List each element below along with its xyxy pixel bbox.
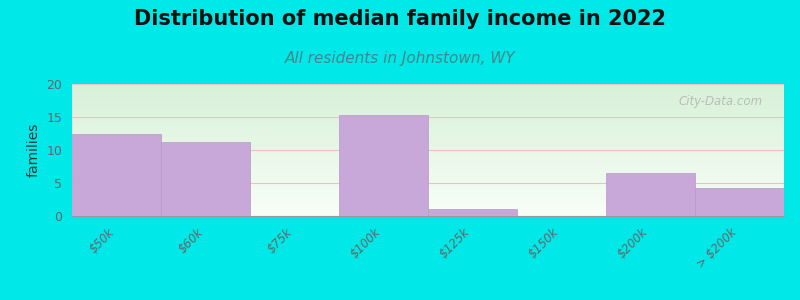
Bar [428, 209, 517, 216]
Text: Distribution of median family income in 2022: Distribution of median family income in … [134, 9, 666, 29]
Y-axis label: families: families [27, 123, 41, 177]
Bar [72, 134, 161, 216]
Bar [606, 173, 695, 216]
Bar [339, 115, 428, 216]
Bar [695, 188, 784, 216]
Text: City-Data.com: City-Data.com [678, 94, 762, 108]
Text: All residents in Johnstown, WY: All residents in Johnstown, WY [285, 51, 515, 66]
Bar [161, 142, 250, 216]
